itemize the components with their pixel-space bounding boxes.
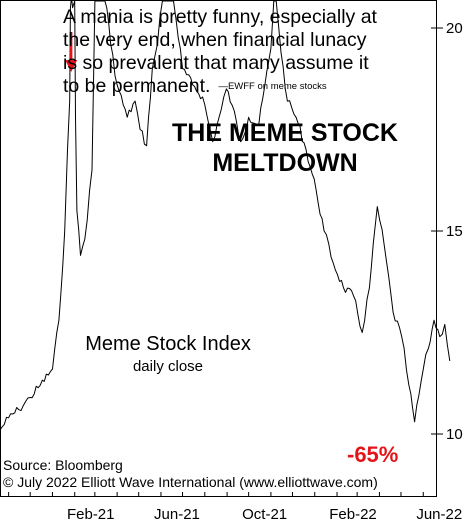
y-tick-label: 20 xyxy=(446,20,463,37)
quote-line: A mania is pretty funny, especially at xyxy=(63,6,377,28)
chart-title: THE MEME STOCK MELTDOWN xyxy=(150,118,420,178)
quote-annotation: A mania is pretty funny, especially at t… xyxy=(63,6,403,101)
quote-line: is so prevalent that many assume it xyxy=(63,52,369,74)
x-tick-label: Jun-21 xyxy=(154,506,200,523)
quote-line: to be permanent. xyxy=(63,75,211,97)
y-tick-label: 15 xyxy=(446,223,463,240)
plot-frame xyxy=(0,0,437,497)
series-line-meme-stock-index xyxy=(0,0,451,431)
drop-percent-label: -65% xyxy=(347,442,399,467)
chart-title-line: THE MEME STOCK xyxy=(172,119,398,147)
quote-line-last: to be permanent. —EWFF on meme stocks xyxy=(63,75,403,101)
chart-title-line: MELTDOWN xyxy=(212,149,358,177)
quote-attribution: —EWFF on meme stocks xyxy=(218,81,327,92)
y-tick-label: 10 xyxy=(446,426,463,443)
x-tick-label: Feb-22 xyxy=(329,506,377,523)
copyright-note: © July 2022 Elliott Wave International (… xyxy=(3,474,378,490)
quote-line: the very end, when financial lunacy xyxy=(63,29,367,51)
x-tick-label: Feb-21 xyxy=(67,506,115,523)
x-tick-label: Jun-22 xyxy=(416,506,462,523)
series-sublabel: daily close xyxy=(132,358,204,375)
source-note: Source: Bloomberg xyxy=(3,457,123,473)
x-tick-label: Oct-21 xyxy=(242,506,287,523)
peak-arrow-head xyxy=(65,60,78,72)
series-label: Meme Stock Index xyxy=(85,333,251,355)
